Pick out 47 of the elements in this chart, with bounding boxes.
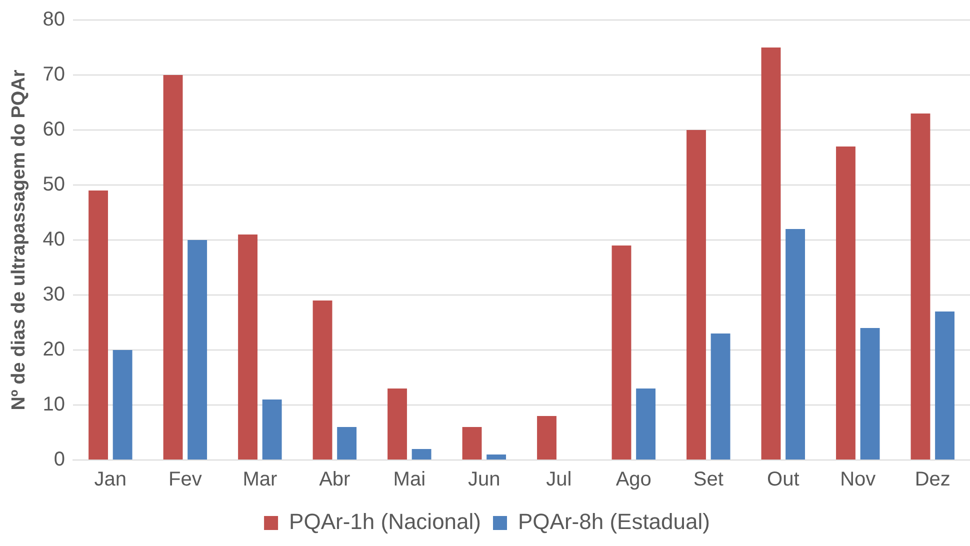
x-tick-label: Nov <box>840 468 876 491</box>
bar <box>163 75 183 460</box>
bar <box>112 350 132 460</box>
bar <box>935 312 954 460</box>
legend-label: PQAr-1h (Nacional) <box>289 509 481 534</box>
x-tick-label: Out <box>767 468 800 491</box>
bar <box>262 400 282 460</box>
x-tick-label: Jan <box>94 468 127 491</box>
y-tick-label: 20 <box>42 338 66 361</box>
y-tick-label: 30 <box>42 284 66 306</box>
bar <box>412 449 432 460</box>
bar <box>836 146 856 460</box>
bar <box>761 48 781 460</box>
x-tick-label: Abr <box>319 468 351 491</box>
bar <box>88 190 108 460</box>
bar <box>686 130 706 460</box>
y-tick-label: 80 <box>42 8 66 31</box>
x-tick-label: Jun <box>468 468 500 491</box>
y-tick-label: 40 <box>42 228 66 251</box>
x-tick-label: Fev <box>168 468 202 491</box>
bar <box>910 114 930 460</box>
legend-label: PQAr-8h (Estadual) <box>518 509 710 534</box>
x-tick-label: Ago <box>616 468 652 491</box>
bar <box>462 427 482 460</box>
bar <box>312 300 332 460</box>
bar <box>238 234 258 460</box>
bar <box>188 240 208 460</box>
x-tick-label: Dez <box>914 468 950 491</box>
bar <box>388 388 407 460</box>
x-tick-label: Mai <box>393 468 426 491</box>
bar <box>636 388 656 460</box>
bar <box>710 334 730 460</box>
x-tick-label: Set <box>693 468 724 491</box>
y-tick-label: 10 <box>42 394 66 416</box>
y-tick-label: 60 <box>42 118 66 141</box>
bar <box>486 454 506 460</box>
bar <box>612 246 632 460</box>
x-tick-label: Mar <box>242 468 278 491</box>
y-tick-label: 0 <box>54 448 66 471</box>
bar <box>786 229 805 460</box>
x-tick-label: Jul <box>546 468 572 491</box>
y-tick-label: 50 <box>42 174 66 196</box>
y-tick-label: 70 <box>42 64 66 86</box>
bar <box>337 427 357 460</box>
bar <box>860 328 880 460</box>
y-axis-title: Nº de dias de ultrapassagem do PQAr <box>8 69 30 410</box>
bar <box>537 416 556 460</box>
